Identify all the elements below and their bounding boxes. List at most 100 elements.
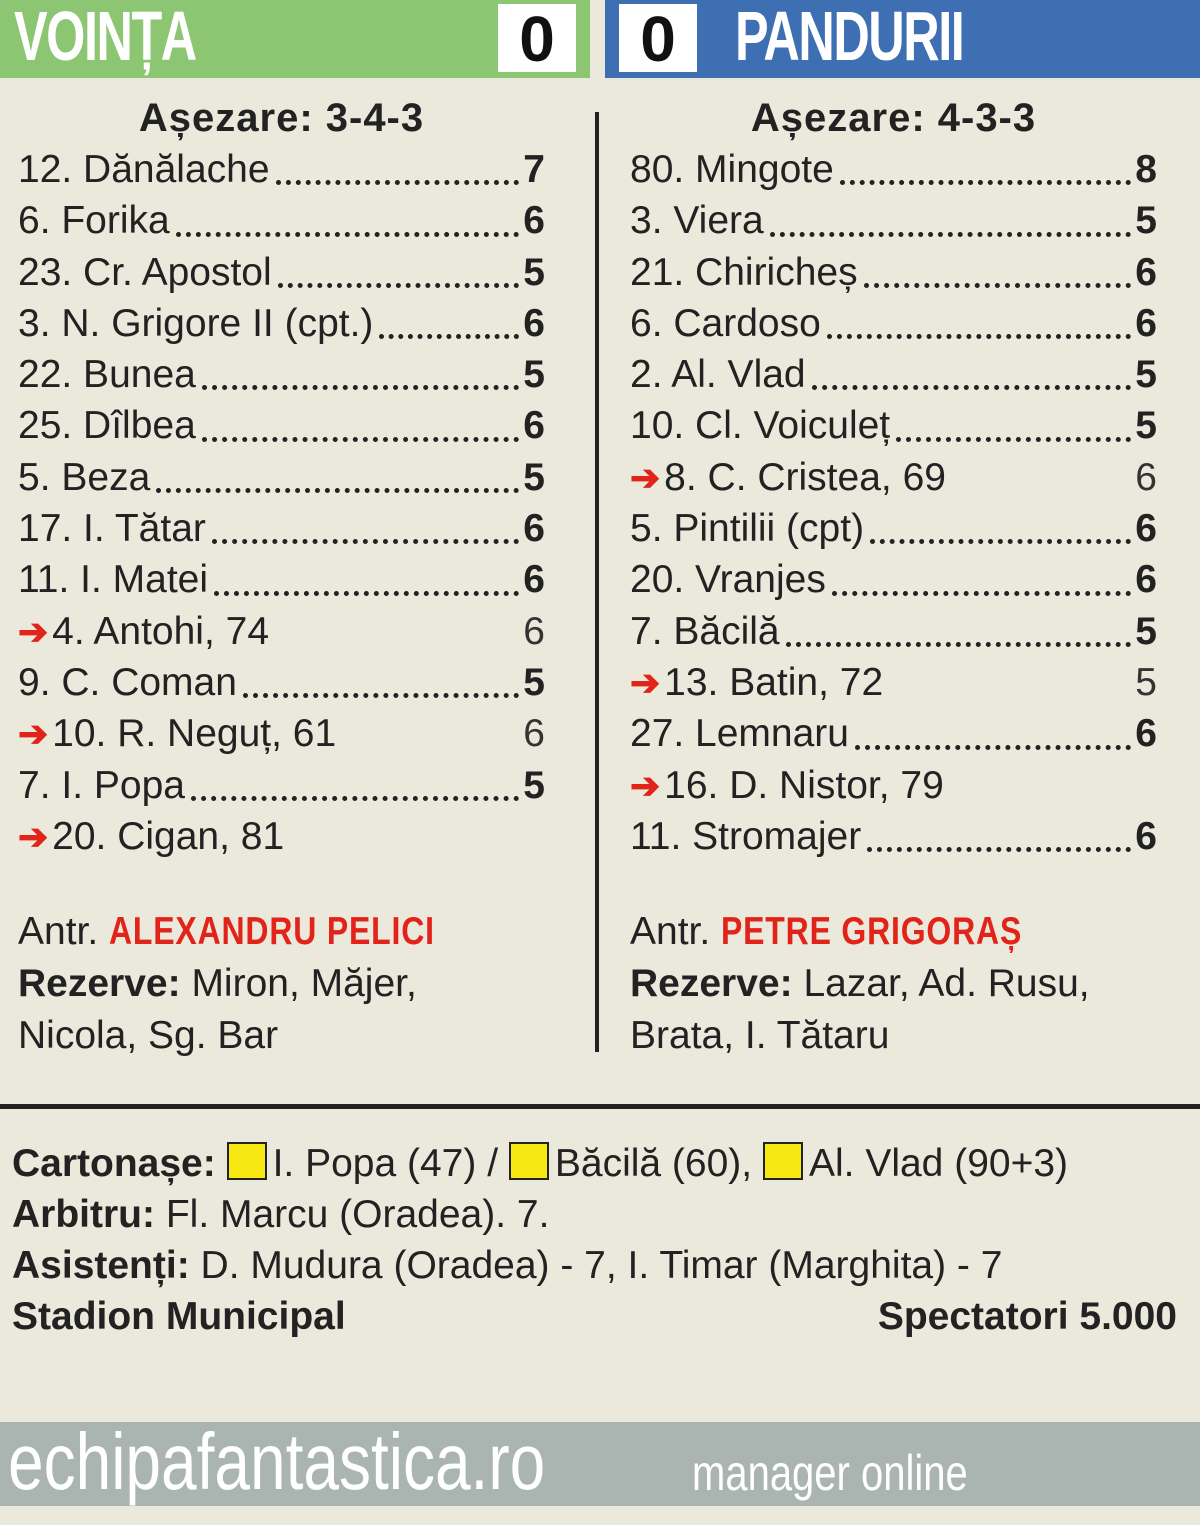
coach-label: Antr.	[18, 910, 99, 954]
dot-leader	[211, 539, 520, 545]
player-name: 27. Lemnaru	[630, 712, 849, 756]
player-name: 11. I. Matei	[18, 558, 209, 602]
away-lineup: Așezare: 4-3-3 80. Mingote 8 3. Viera 5 21. …	[630, 92, 1157, 1062]
reserves-list: Lazar, Ad. Rusu, Brata, I. Tătaru	[630, 962, 1090, 1058]
player-row: ➔ 16. D. Nistor, 79	[630, 760, 1157, 811]
player-row: 21. Chiricheș 6	[630, 247, 1157, 298]
player-name: 23. Cr. Apostol	[18, 250, 272, 294]
site-link[interactable]: echipafantastica.ro	[8, 1417, 546, 1506]
player-row: 27. Lemnaru 6	[630, 708, 1157, 759]
player-row: ➔ 8. C. Cristea, 69 6	[630, 452, 1157, 503]
dot-leader	[201, 436, 520, 442]
player-name: 3. N. Grigore II (cpt.)	[18, 301, 374, 345]
player-rating: 6	[1135, 301, 1157, 345]
player-rating: 6	[1135, 455, 1157, 499]
dot-leader	[156, 488, 520, 494]
assistants-label: Asistenți:	[12, 1244, 190, 1287]
player-name: 25. Dîlbea	[18, 404, 196, 448]
reserves-label: Rezerve:	[630, 962, 793, 1006]
dot-leader	[379, 334, 520, 340]
away-header: 0 PANDURII	[605, 0, 1200, 78]
column-divider	[595, 112, 599, 1052]
player-rating: 5	[1135, 404, 1157, 448]
player-rating: 6	[1135, 558, 1157, 602]
player-row: 5. Pintilii (cpt) 6	[630, 503, 1157, 554]
player-name: 21. Chiricheș	[630, 250, 858, 294]
player-row: 3. N. Grigore II (cpt.) 6	[18, 298, 545, 349]
player-name: 10. R. Neguț, 61	[52, 712, 337, 756]
player-name: 13. Batin, 72	[664, 660, 884, 704]
substitution-arrow-icon: ➔	[630, 661, 661, 703]
player-rating: 6	[1135, 507, 1157, 551]
away-players: 80. Mingote 8 3. Viera 5 21. Chiricheș 6 6. Ca…	[630, 144, 1157, 862]
player-name: 17. I. Tătar	[18, 507, 206, 551]
player-rating: 5	[523, 250, 545, 294]
yellow-card-icon	[508, 1142, 549, 1180]
player-row: 23. Cr. Apostol 5	[18, 247, 545, 298]
substitution-arrow-icon: ➔	[630, 764, 661, 806]
player-rating: 5	[1135, 609, 1157, 653]
player-rating: 5	[1135, 353, 1157, 397]
stadium: Stadion Municipal	[12, 1295, 346, 1338]
coach-label: Antr.	[630, 910, 711, 954]
dot-leader	[275, 180, 520, 186]
player-rating: 5	[523, 763, 545, 807]
dot-leader	[214, 590, 520, 596]
player-name: 12. Dănălache	[18, 148, 270, 191]
player-rating: 6	[523, 712, 545, 756]
player-row: ➔ 10. R. Neguț, 61 6	[18, 708, 545, 759]
player-name: 22. Bunea	[18, 353, 196, 397]
home-lineup: Așezare: 3-4-3 12. Dănălache 7 6. Forika 6 2…	[18, 92, 545, 1062]
player-name: 2. Al. Vlad	[630, 353, 806, 397]
away-reserves: Rezerve: Lazar, Ad. Rusu, Brata, I. Tăta…	[630, 958, 1157, 1062]
player-row: ➔ 20. Cigan, 81	[18, 811, 545, 862]
substitution-arrow-icon: ➔	[18, 713, 49, 755]
away-coach: Antr. PETRE GRIGORAȘ	[630, 906, 1157, 958]
player-name: 9. C. Coman	[18, 660, 237, 704]
player-rating: 5	[523, 660, 545, 704]
player-name: 10. Cl. Voiculeț	[630, 404, 891, 448]
cards-line: Cartonașe: I. Popa (47) / Băcilă (60), A…	[12, 1138, 1177, 1189]
dot-leader	[277, 282, 520, 288]
player-row: 17. I. Tătar 6	[18, 503, 545, 554]
player-row: 22. Bunea 5	[18, 349, 545, 400]
player-row: 5. Beza 5	[18, 452, 545, 503]
yellow-card-icon	[226, 1142, 267, 1180]
player-rating: 6	[523, 609, 545, 653]
referee: Fl. Marcu (Oradea). 7.	[165, 1193, 550, 1236]
player-name: 11. Stromajer	[630, 814, 862, 858]
yellow-card-icon	[762, 1142, 803, 1180]
reserves-list: Miron, Măjer, Nicola, Sg. Bar	[18, 962, 417, 1058]
card-entry: Al. Vlad (90+3)	[808, 1142, 1069, 1185]
player-rating: 5	[523, 353, 545, 397]
dot-leader	[242, 693, 520, 699]
player-name: 5. Pintilii (cpt)	[630, 507, 865, 551]
home-reserves: Rezerve: Miron, Măjer, Nicola, Sg. Bar	[18, 958, 545, 1062]
player-name: 8. C. Cristea, 69	[664, 455, 946, 499]
cards-label: Cartonașe:	[12, 1142, 216, 1185]
player-row: 3. Viera 5	[630, 195, 1157, 246]
player-row: 6. Cardoso 6	[630, 298, 1157, 349]
substitution-arrow-icon: ➔	[18, 610, 49, 652]
home-header: VOINȚA 0	[0, 0, 590, 78]
footer-banner: echipafantastica.ro manager online	[0, 1417, 1200, 1506]
dot-leader	[811, 385, 1132, 391]
card-entry: I. Popa (47) /	[272, 1142, 499, 1185]
player-row: ➔ 4. Antohi, 74 6	[18, 606, 545, 657]
assistants-line: Asistenți: D. Mudura (Oradea) - 7, I. Ti…	[12, 1240, 1177, 1291]
player-rating: 6	[523, 199, 545, 243]
player-row: ➔ 13. Batin, 72 5	[630, 657, 1157, 708]
dot-leader	[190, 795, 520, 801]
player-row: 6. Forika 6	[18, 195, 545, 246]
coach-name: PETRE GRIGORAȘ	[721, 910, 1023, 954]
dot-leader	[201, 385, 520, 391]
player-row: 11. Stromajer 6	[630, 811, 1157, 862]
home-coach: Antr. ALEXANDRU PELICI	[18, 906, 545, 958]
footer-tagline: manager online	[692, 1445, 968, 1501]
player-name: 20. Vranjes	[630, 558, 826, 602]
referee-label: Arbitru:	[12, 1193, 155, 1236]
player-rating: 5	[1135, 660, 1157, 704]
player-name: 5. Beza	[18, 455, 151, 499]
substitution-arrow-icon: ➔	[630, 456, 661, 498]
dot-leader	[826, 334, 1132, 340]
